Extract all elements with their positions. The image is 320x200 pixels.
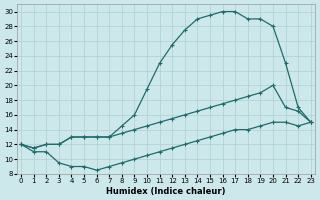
X-axis label: Humidex (Indice chaleur): Humidex (Indice chaleur): [106, 187, 226, 196]
